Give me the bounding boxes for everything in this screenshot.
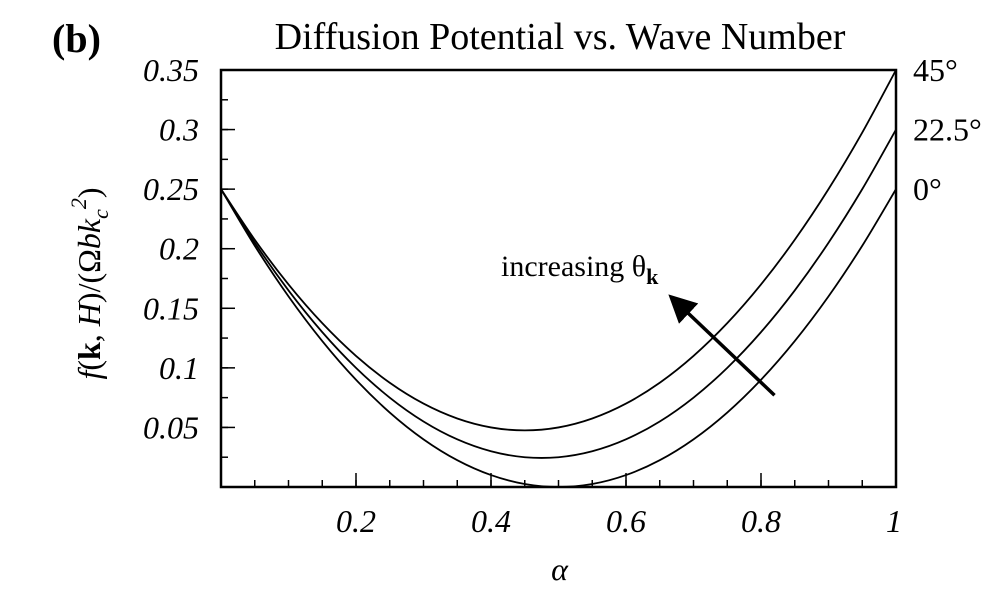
y-tick-label: 0.3 [159, 112, 199, 148]
x-tick-label: 1 [886, 503, 902, 539]
y-tick-label: 0.25 [143, 171, 199, 207]
x-tick-label: 0.8 [741, 503, 781, 539]
y-tick-label: 0.1 [159, 350, 199, 386]
y-axis-label: f(k, H)/(Ωbkc2) [66, 187, 113, 379]
series-labels: 0° 22.5° 45° [913, 52, 982, 207]
y-tick-label: 0.15 [143, 290, 199, 326]
x-tick-label: 0.2 [336, 503, 376, 539]
panel-label: (b) [52, 16, 101, 61]
x-tick-label: 0.4 [471, 503, 511, 539]
series-line [220, 69, 897, 432]
plot-frame [219, 68, 898, 489]
y-axis-ticks: 0.05 0.1 0.15 0.2 0.25 0.3 0.35 [143, 52, 235, 445]
chart-title: Diffusion Potential vs. Wave Number [275, 16, 846, 58]
y-tick-label: 0.35 [143, 52, 199, 88]
y-tick-label: 0.2 [159, 231, 199, 267]
x-axis-label: α [551, 551, 569, 587]
annotation: increasing θk [501, 250, 776, 397]
series-label: 45° [913, 52, 958, 88]
series-line [220, 188, 897, 488]
x-axis-ticks: 0.2 0.4 0.6 0.8 1 [336, 473, 902, 539]
series-label: 22.5° [913, 112, 982, 148]
x-tick-label: 0.6 [606, 503, 646, 539]
annotation-arrow [668, 294, 776, 397]
y-tick-label: 0.05 [143, 409, 199, 445]
series-label: 0° [913, 171, 942, 207]
annotation-text: increasing θk [501, 250, 659, 289]
series-line [220, 129, 897, 459]
